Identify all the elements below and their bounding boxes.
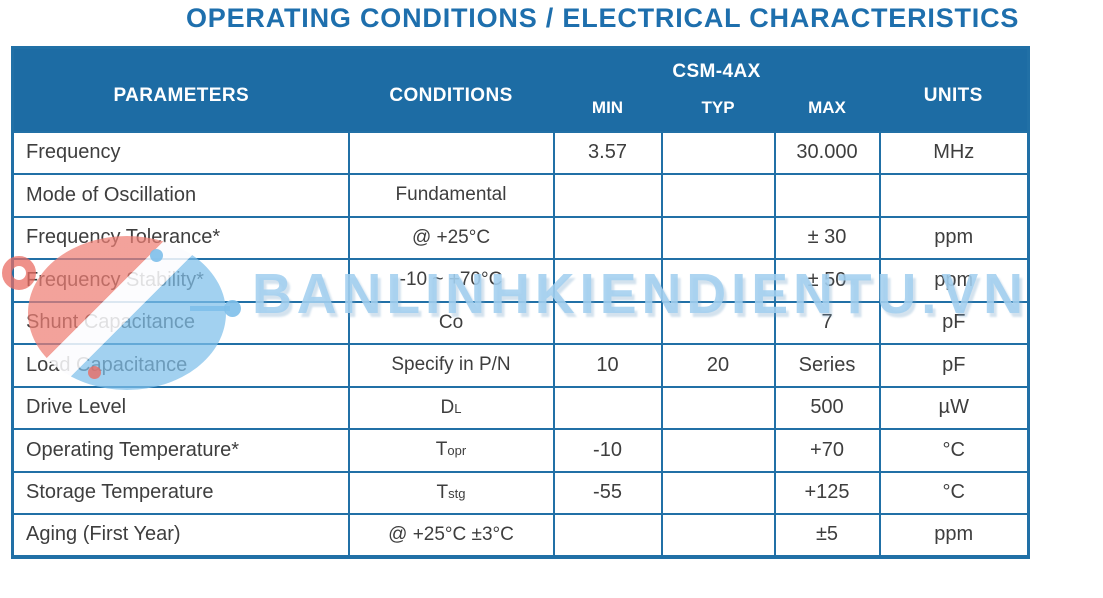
- table-row: Frequency 3.57 30.000 MHz: [11, 130, 1030, 175]
- cell-units: °C: [878, 470, 1030, 515]
- cell-min: [552, 513, 663, 558]
- cell-typ: [660, 215, 776, 260]
- cond-text: Fundamental: [395, 184, 507, 206]
- cell-max: [773, 173, 881, 218]
- cell-cond: @ +25°C: [347, 215, 555, 260]
- cond-text: -10 ~ +70°C: [399, 269, 503, 291]
- cell-param: Storage Temperature: [11, 470, 350, 515]
- cell-typ: [660, 130, 776, 175]
- table-row: Mode of Oscillation Fundamental: [11, 173, 1030, 218]
- cell-cond: Co: [347, 300, 555, 345]
- cell-cond: Specify in P/N: [347, 343, 555, 388]
- cell-max: +125: [773, 470, 881, 515]
- cell-param: Load Capacitance: [11, 343, 350, 388]
- cell-units: µW: [878, 385, 1030, 430]
- table-row: Storage Temperature Tstg -55 +125 °C: [11, 470, 1030, 515]
- cell-param: Drive Level: [11, 385, 350, 430]
- cell-units: MHz: [878, 130, 1030, 175]
- cell-cond: Topr: [347, 428, 555, 473]
- cell-min: -55: [552, 470, 663, 515]
- cell-units: ppm: [878, 215, 1030, 260]
- cell-cond: Tstg: [347, 470, 555, 515]
- cell-param: Mode of Oscillation: [11, 173, 350, 218]
- cell-param: Frequency Tolerance*: [11, 215, 350, 260]
- cell-param: Frequency: [11, 130, 350, 175]
- cell-min: -10: [552, 428, 663, 473]
- col-header-max: MAX: [774, 95, 880, 132]
- cell-typ: [660, 385, 776, 430]
- cell-min: [552, 300, 663, 345]
- cond-subscript: L: [454, 400, 462, 416]
- cond-text: @ +25°C: [411, 226, 491, 248]
- cond-subscript: opr: [447, 443, 467, 459]
- cell-param: Shunt Capacitance: [11, 300, 350, 345]
- cell-cond: Fundamental: [347, 173, 555, 218]
- cell-max: ±5: [773, 513, 881, 558]
- cell-cond: -10 ~ +70°C: [347, 258, 555, 303]
- cell-units: pF: [878, 343, 1030, 388]
- cell-units: ppm: [878, 513, 1030, 558]
- cell-cond: [347, 130, 555, 175]
- cell-typ: [660, 258, 776, 303]
- cond-text: D: [440, 396, 455, 418]
- page-title: OPERATING CONDITIONS / ELECTRICAL CHARAC…: [186, 3, 1020, 33]
- cell-max: 7: [773, 300, 881, 345]
- cell-typ: 20: [660, 343, 776, 388]
- cell-typ: [660, 428, 776, 473]
- table-row: Operating Temperature* Topr -10 +70 °C: [11, 428, 1030, 473]
- cell-max: 500: [773, 385, 881, 430]
- cell-units: pF: [878, 300, 1030, 345]
- col-header-min: MIN: [553, 95, 662, 132]
- cell-units: [878, 173, 1030, 218]
- specs-table: PARAMETERS CONDITIONS CSM-4AX UNITS MIN …: [11, 46, 1030, 559]
- cond-text: T: [436, 481, 449, 503]
- cond-text: Co: [438, 311, 464, 333]
- table-row: Frequency Tolerance* @ +25°C ± 30 ppm: [11, 215, 1030, 260]
- col-header-model: CSM-4AX: [553, 47, 880, 96]
- cell-typ: [660, 513, 776, 558]
- table-row: Aging (First Year) @ +25°C ±3°C ±5 ppm: [11, 513, 1030, 558]
- cell-param: Operating Temperature*: [11, 428, 350, 473]
- cond-text: T: [435, 439, 448, 461]
- cell-min: [552, 258, 663, 303]
- cell-typ: [660, 470, 776, 515]
- table-row: Load Capacitance Specify in P/N 10 20 Se…: [11, 343, 1030, 388]
- cell-min: [552, 215, 663, 260]
- col-header-units: UNITS: [879, 47, 1029, 132]
- cell-max: +70: [773, 428, 881, 473]
- cond-subscript: stg: [448, 485, 466, 501]
- cell-typ: [660, 173, 776, 218]
- cell-max: ± 30: [773, 215, 881, 260]
- cell-cond: DL: [347, 385, 555, 430]
- cell-max: 30.000: [773, 130, 881, 175]
- cell-max: ± 50: [773, 258, 881, 303]
- cond-text: Specify in P/N: [391, 354, 511, 376]
- col-header-typ: TYP: [661, 95, 775, 132]
- cell-typ: [660, 300, 776, 345]
- cell-param: Aging (First Year): [11, 513, 350, 558]
- col-header-conditions: CONDITIONS: [348, 47, 554, 132]
- cell-min: [552, 173, 663, 218]
- col-header-parameters: PARAMETERS: [12, 47, 349, 132]
- cell-param: Frequency Stability*: [11, 258, 350, 303]
- cell-min: [552, 385, 663, 430]
- cond-text: @ +25°C ±3°C: [388, 523, 514, 545]
- cell-min: 10: [552, 343, 663, 388]
- table-row: Drive Level DL 500 µW: [11, 385, 1030, 430]
- table-row: Frequency Stability* -10 ~ +70°C ± 50 pp…: [11, 258, 1030, 303]
- table-row: Shunt Capacitance Co 7 pF: [11, 300, 1030, 345]
- cell-units: ppm: [878, 258, 1030, 303]
- cell-min: 3.57: [552, 130, 663, 175]
- cell-units: °C: [878, 428, 1030, 473]
- cell-max: Series: [773, 343, 881, 388]
- table-header: PARAMETERS CONDITIONS CSM-4AX UNITS MIN …: [12, 47, 1029, 132]
- cell-cond: @ +25°C ±3°C: [347, 513, 555, 558]
